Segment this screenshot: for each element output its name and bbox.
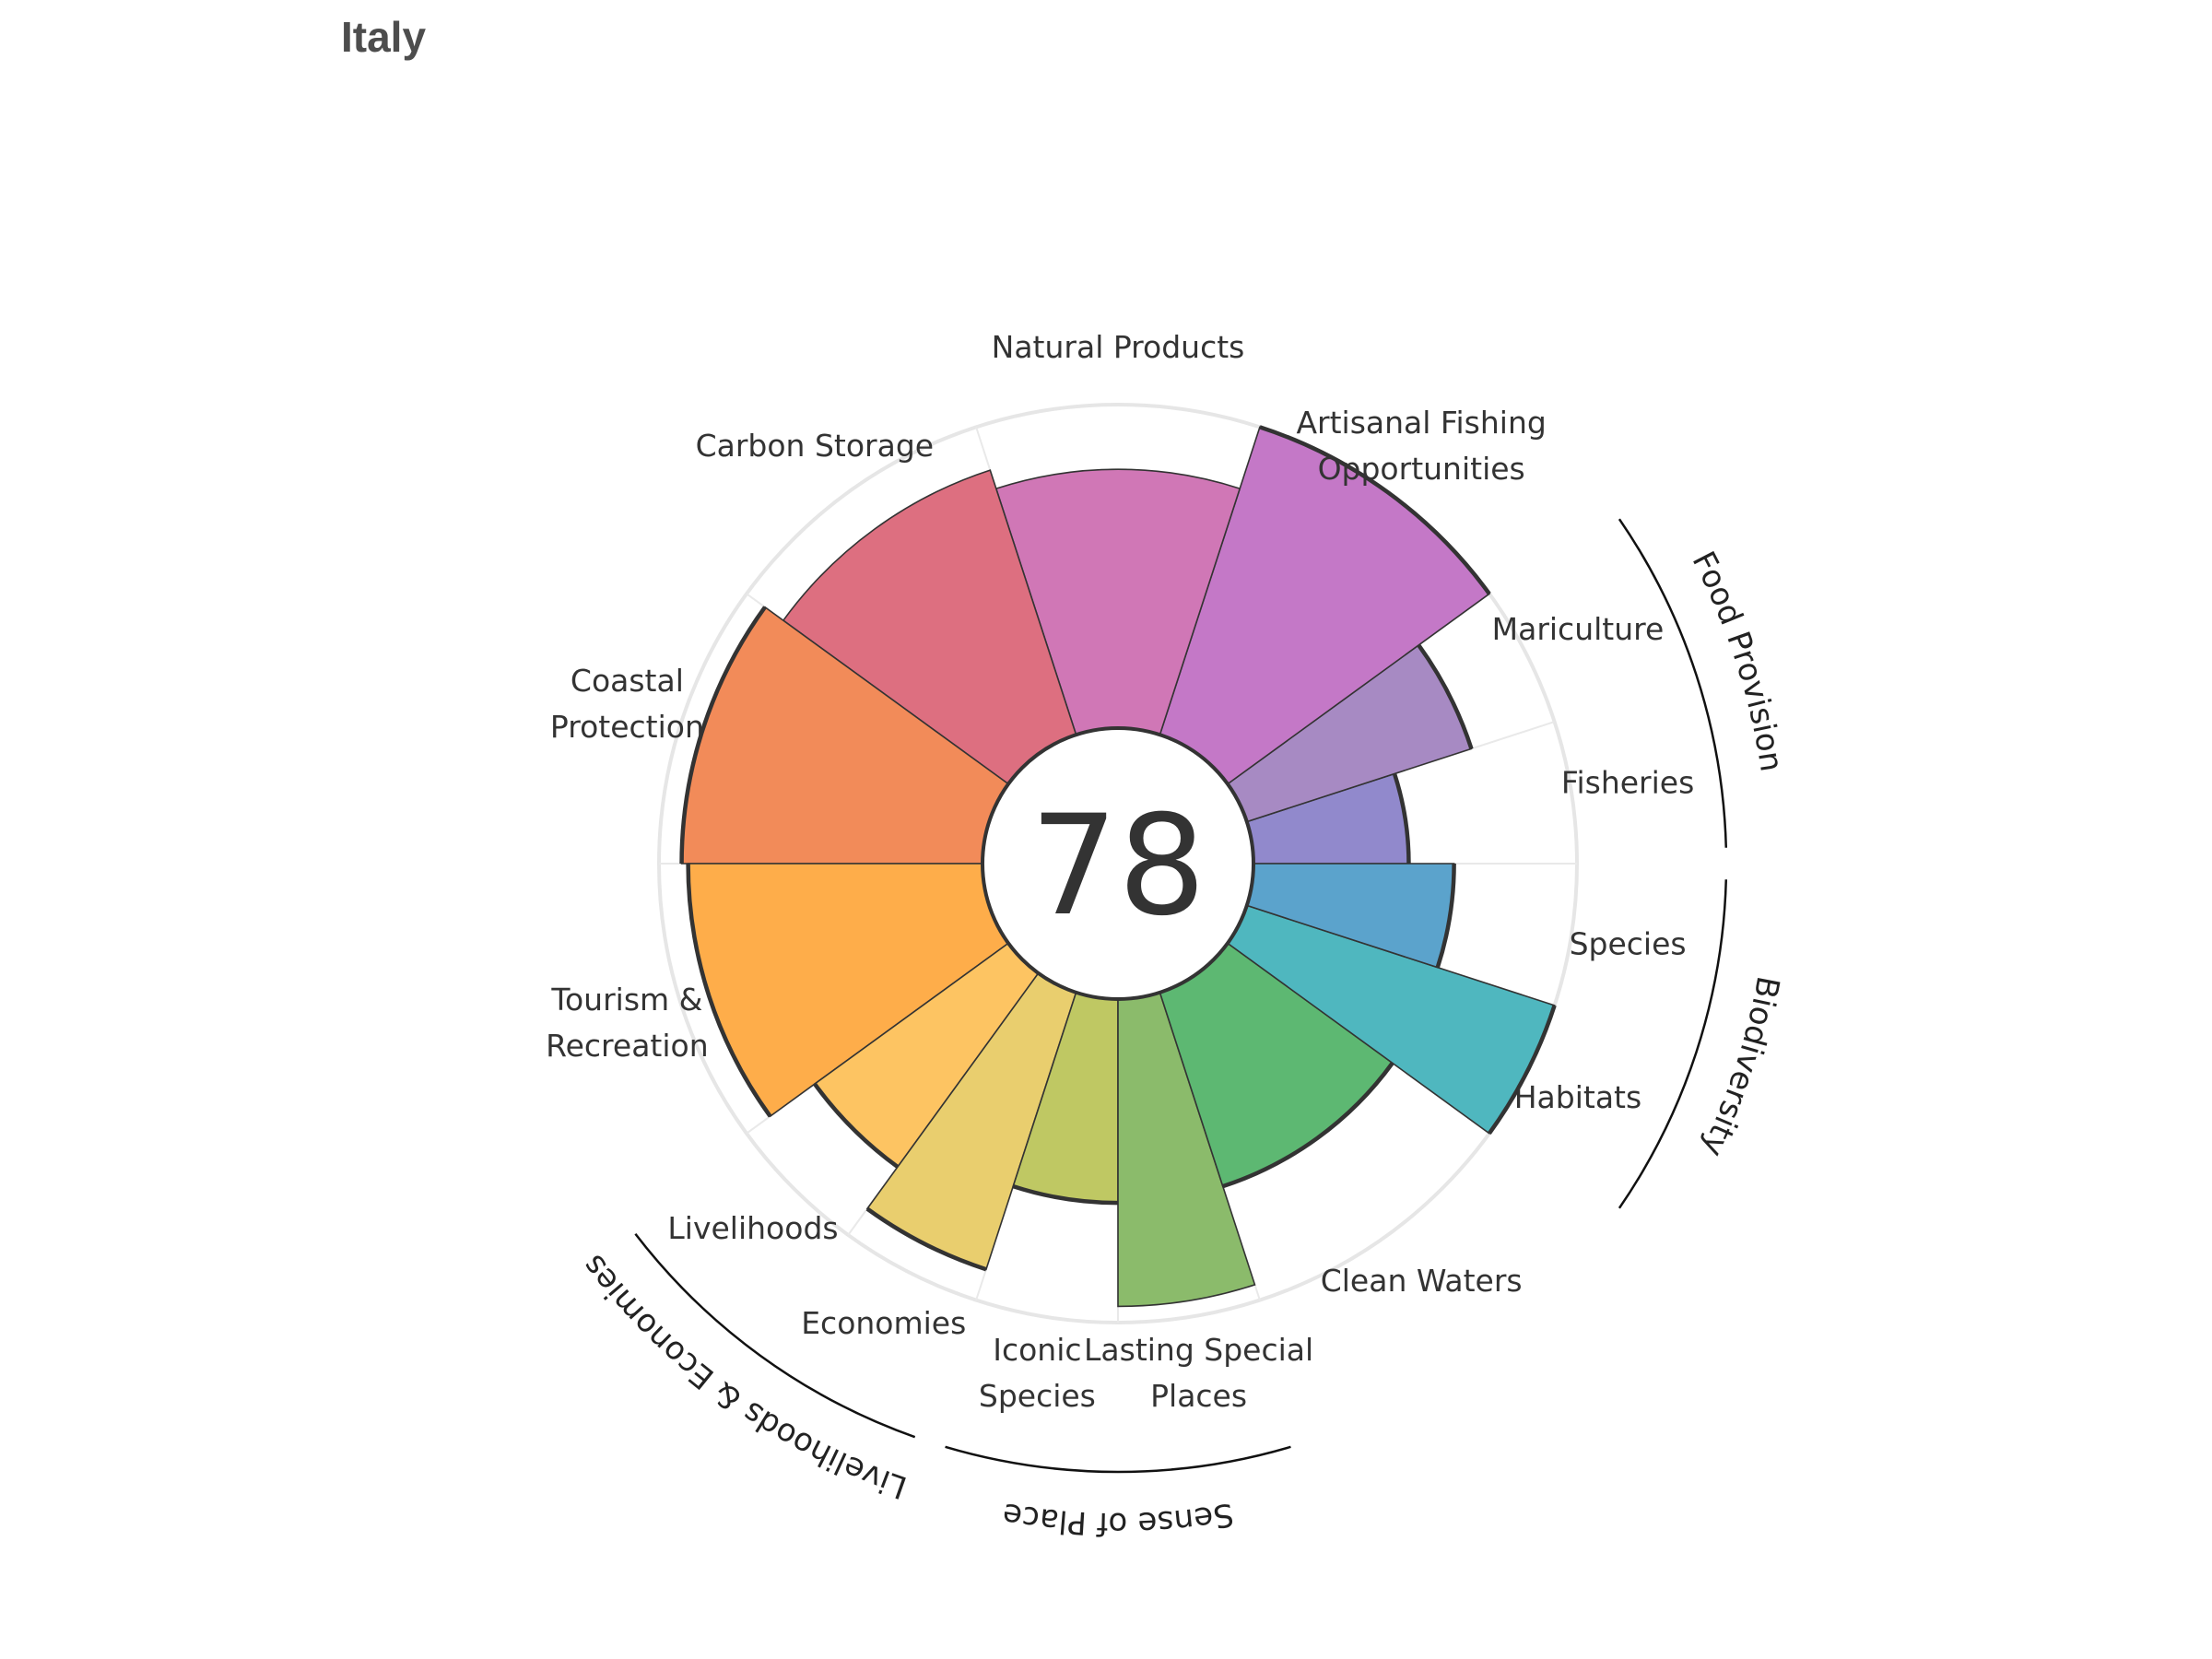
group-arc-sense-of-place — [945, 1445, 1291, 1474]
label-iconic-species: Iconic Species — [979, 1332, 1096, 1414]
petal-edge-species — [1435, 863, 1456, 969]
label-line: Species — [1570, 926, 1687, 962]
center-hole — [981, 726, 1255, 1001]
label-lasting-special-places: Lasting Special Places — [1084, 1332, 1313, 1414]
label-line: Coastal — [571, 663, 684, 699]
group-arc-livelihoods-and-economies — [634, 1233, 916, 1439]
label-line: Mariculture — [1492, 611, 1665, 647]
group-title-sense-of-place: Sense of Place — [1000, 1495, 1236, 1542]
petal-edge-fisheries — [1392, 772, 1411, 865]
label-line: Species — [979, 1378, 1096, 1414]
label-line: Protection — [550, 709, 704, 745]
label-livelihoods: Livelihoods — [667, 1210, 838, 1246]
petal-edge-clean-waters — [1222, 1062, 1394, 1189]
label-coastal-protection: Coastal Protection — [550, 663, 704, 745]
group-arc-biodiversity — [1618, 879, 1728, 1209]
label-mariculture: Mariculture — [1492, 611, 1665, 647]
label-line: Iconic — [993, 1332, 1081, 1368]
petal-edge-livelihoods — [813, 1082, 900, 1169]
petal-edge-mariculture — [1417, 643, 1474, 750]
label-line: Fisheries — [1561, 764, 1694, 800]
petal-edge-habitats — [1488, 1005, 1557, 1135]
label-clean-waters: Clean Waters — [1321, 1263, 1523, 1299]
group-title-food-provision: Food Provision — [1685, 546, 1790, 774]
label-line: Livelihoods — [667, 1210, 838, 1246]
group-title-text: Food Provision — [1685, 546, 1790, 774]
group-title-biodiversity: Biodiversity — [1694, 973, 1786, 1162]
label-line: Places — [1150, 1378, 1247, 1414]
group-title-text: Sense of Place — [1000, 1495, 1236, 1542]
chart-title: Italy — [341, 13, 426, 61]
label-line: Artisanal Fishing — [1296, 405, 1546, 441]
label-carbon-storage: Carbon Storage — [696, 428, 935, 464]
group-title-text: Livelihoods & Economies — [575, 1248, 912, 1506]
label-natural-products: Natural Products — [992, 329, 1245, 365]
label-line: Habitats — [1514, 1079, 1641, 1115]
petals — [679, 425, 1557, 1308]
label-line: Clean Waters — [1321, 1263, 1523, 1299]
petal-edge-economies — [865, 1206, 987, 1272]
label-fisheries: Fisheries — [1561, 764, 1694, 800]
category-labels: Fisheries Mariculture Artisanal Fishing Opp… — [546, 329, 1694, 1414]
group-title-text: Biodiversity — [1694, 973, 1786, 1162]
label-line: Recreation — [546, 1028, 708, 1064]
label-economies: Economies — [801, 1305, 966, 1341]
label-tourism-and-recreation: Tourism & Recreation — [546, 982, 708, 1064]
label-species: Species — [1570, 926, 1687, 962]
center-score: 78 — [1030, 786, 1206, 947]
label-line: Economies — [801, 1305, 966, 1341]
petal-edge-tourism-and-recreation — [686, 863, 772, 1118]
label-line: Lasting Special — [1084, 1332, 1313, 1368]
label-line: Natural Products — [992, 329, 1245, 365]
petal-edge-coastal-protection — [679, 606, 767, 865]
group-arc-food-provision — [1618, 518, 1728, 848]
label-line: Carbon Storage — [696, 428, 935, 464]
petal-edge-iconic-species — [1012, 1183, 1119, 1206]
petal-edge-artisanal-fishing-opportunities — [1259, 425, 1491, 595]
label-habitats: Habitats — [1514, 1079, 1641, 1115]
group-title-livelihoods-and-economies: Livelihoods & Economies — [575, 1248, 912, 1506]
label-line: Tourism & — [550, 982, 702, 1018]
label-line: Opportunities — [1318, 451, 1525, 487]
label-artisanal-fishing-opportunities: Artisanal Fishing Opportunities — [1296, 405, 1546, 487]
